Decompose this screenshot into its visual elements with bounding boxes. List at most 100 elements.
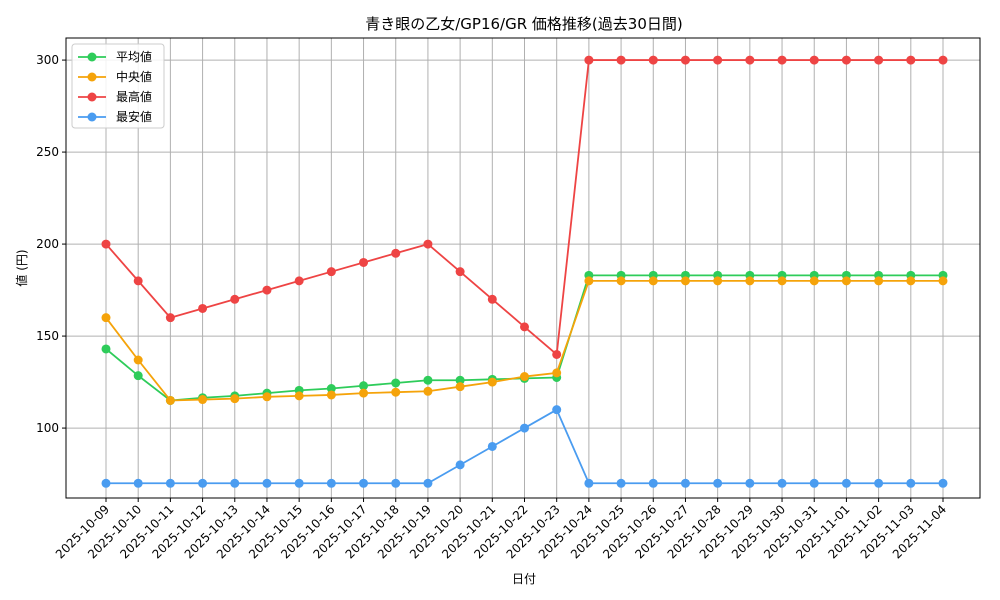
data-point [101,478,111,488]
data-point [455,382,465,392]
data-point [648,276,658,286]
legend-swatch-marker [87,112,97,122]
data-point [359,388,369,398]
data-point [262,392,272,402]
data-point [745,478,755,488]
data-point [230,394,240,404]
data-point [584,276,594,286]
data-point [198,395,208,405]
data-point [616,478,626,488]
data-point [423,239,433,249]
data-point [841,276,851,286]
data-point [520,372,529,382]
y-tick-label: 150 [36,329,59,343]
data-point [230,478,240,488]
data-point [326,390,336,400]
data-point [648,478,658,488]
data-point [101,239,111,249]
y-axis-label: 値 (円) [14,249,29,286]
data-point [777,55,787,65]
data-point [133,276,143,286]
y-tick-label: 200 [36,237,59,251]
data-point [391,478,401,488]
data-point [906,276,916,286]
data-point [487,377,497,387]
data-point [423,375,433,385]
y-axis-ticks: 100 150 200 250 300 [36,53,66,435]
data-point [906,55,916,65]
data-point [809,478,819,488]
legend-swatch-marker [87,72,97,82]
data-point [326,267,336,277]
legend-entry-1: 中央値 [116,69,152,84]
data-point [262,285,272,295]
legend-entry-0: 平均値 [116,49,152,64]
legend-entry-3: 最安値 [116,109,152,124]
data-point [198,478,208,488]
data-point [133,371,143,381]
series-points [101,55,948,488]
data-point [198,303,208,313]
data-point [616,276,626,286]
data-point [874,55,884,65]
y-tick-label: 300 [36,53,59,67]
data-point [423,478,433,488]
data-point [455,267,465,277]
x-axis-ticks: 2025-10-092025-10-102025-10-112025-10-12… [53,498,949,561]
data-point [906,478,916,488]
data-point [809,276,819,286]
data-point [294,391,304,401]
data-point [584,478,594,488]
plot-frame [65,37,981,499]
data-point [101,313,111,323]
data-point [165,478,175,488]
data-point [326,384,336,394]
data-point [391,248,401,258]
data-point [713,276,723,286]
data-point [938,276,948,286]
x-axis-label: 日付 [512,572,536,586]
data-point [680,55,690,65]
data-point [101,344,111,354]
data-point [874,478,884,488]
data-point [165,395,175,405]
data-point [294,478,304,488]
data-point [552,368,562,378]
data-point [262,478,272,488]
data-point [745,276,755,286]
data-point [874,276,884,286]
data-point [552,405,562,415]
data-point [680,478,690,488]
data-point [133,478,143,488]
data-point [680,276,690,286]
data-point [777,478,787,488]
data-point [133,355,143,365]
data-point [359,381,369,391]
data-point [552,349,562,359]
data-point [230,294,240,304]
y-tick-label: 100 [36,421,59,435]
data-point [487,294,497,304]
data-point [520,322,529,332]
data-point [165,313,175,323]
data-point [584,55,594,65]
data-point [777,276,787,286]
data-point [359,257,369,267]
data-point [745,55,755,65]
data-point [359,478,369,488]
data-point [938,478,948,488]
chart-title: 青き眼の乙女/GP16/GR 価格推移(過去30日間) [365,15,682,33]
data-point [326,478,336,488]
legend-entry-2: 最高値 [116,89,152,104]
data-point [841,478,851,488]
data-point [520,423,529,433]
data-point [487,441,497,451]
data-point [841,55,851,65]
data-point [294,276,304,286]
data-point [616,55,626,65]
y-tick-label: 250 [36,145,59,159]
data-point [713,478,723,488]
legend-swatch-marker [87,92,97,102]
